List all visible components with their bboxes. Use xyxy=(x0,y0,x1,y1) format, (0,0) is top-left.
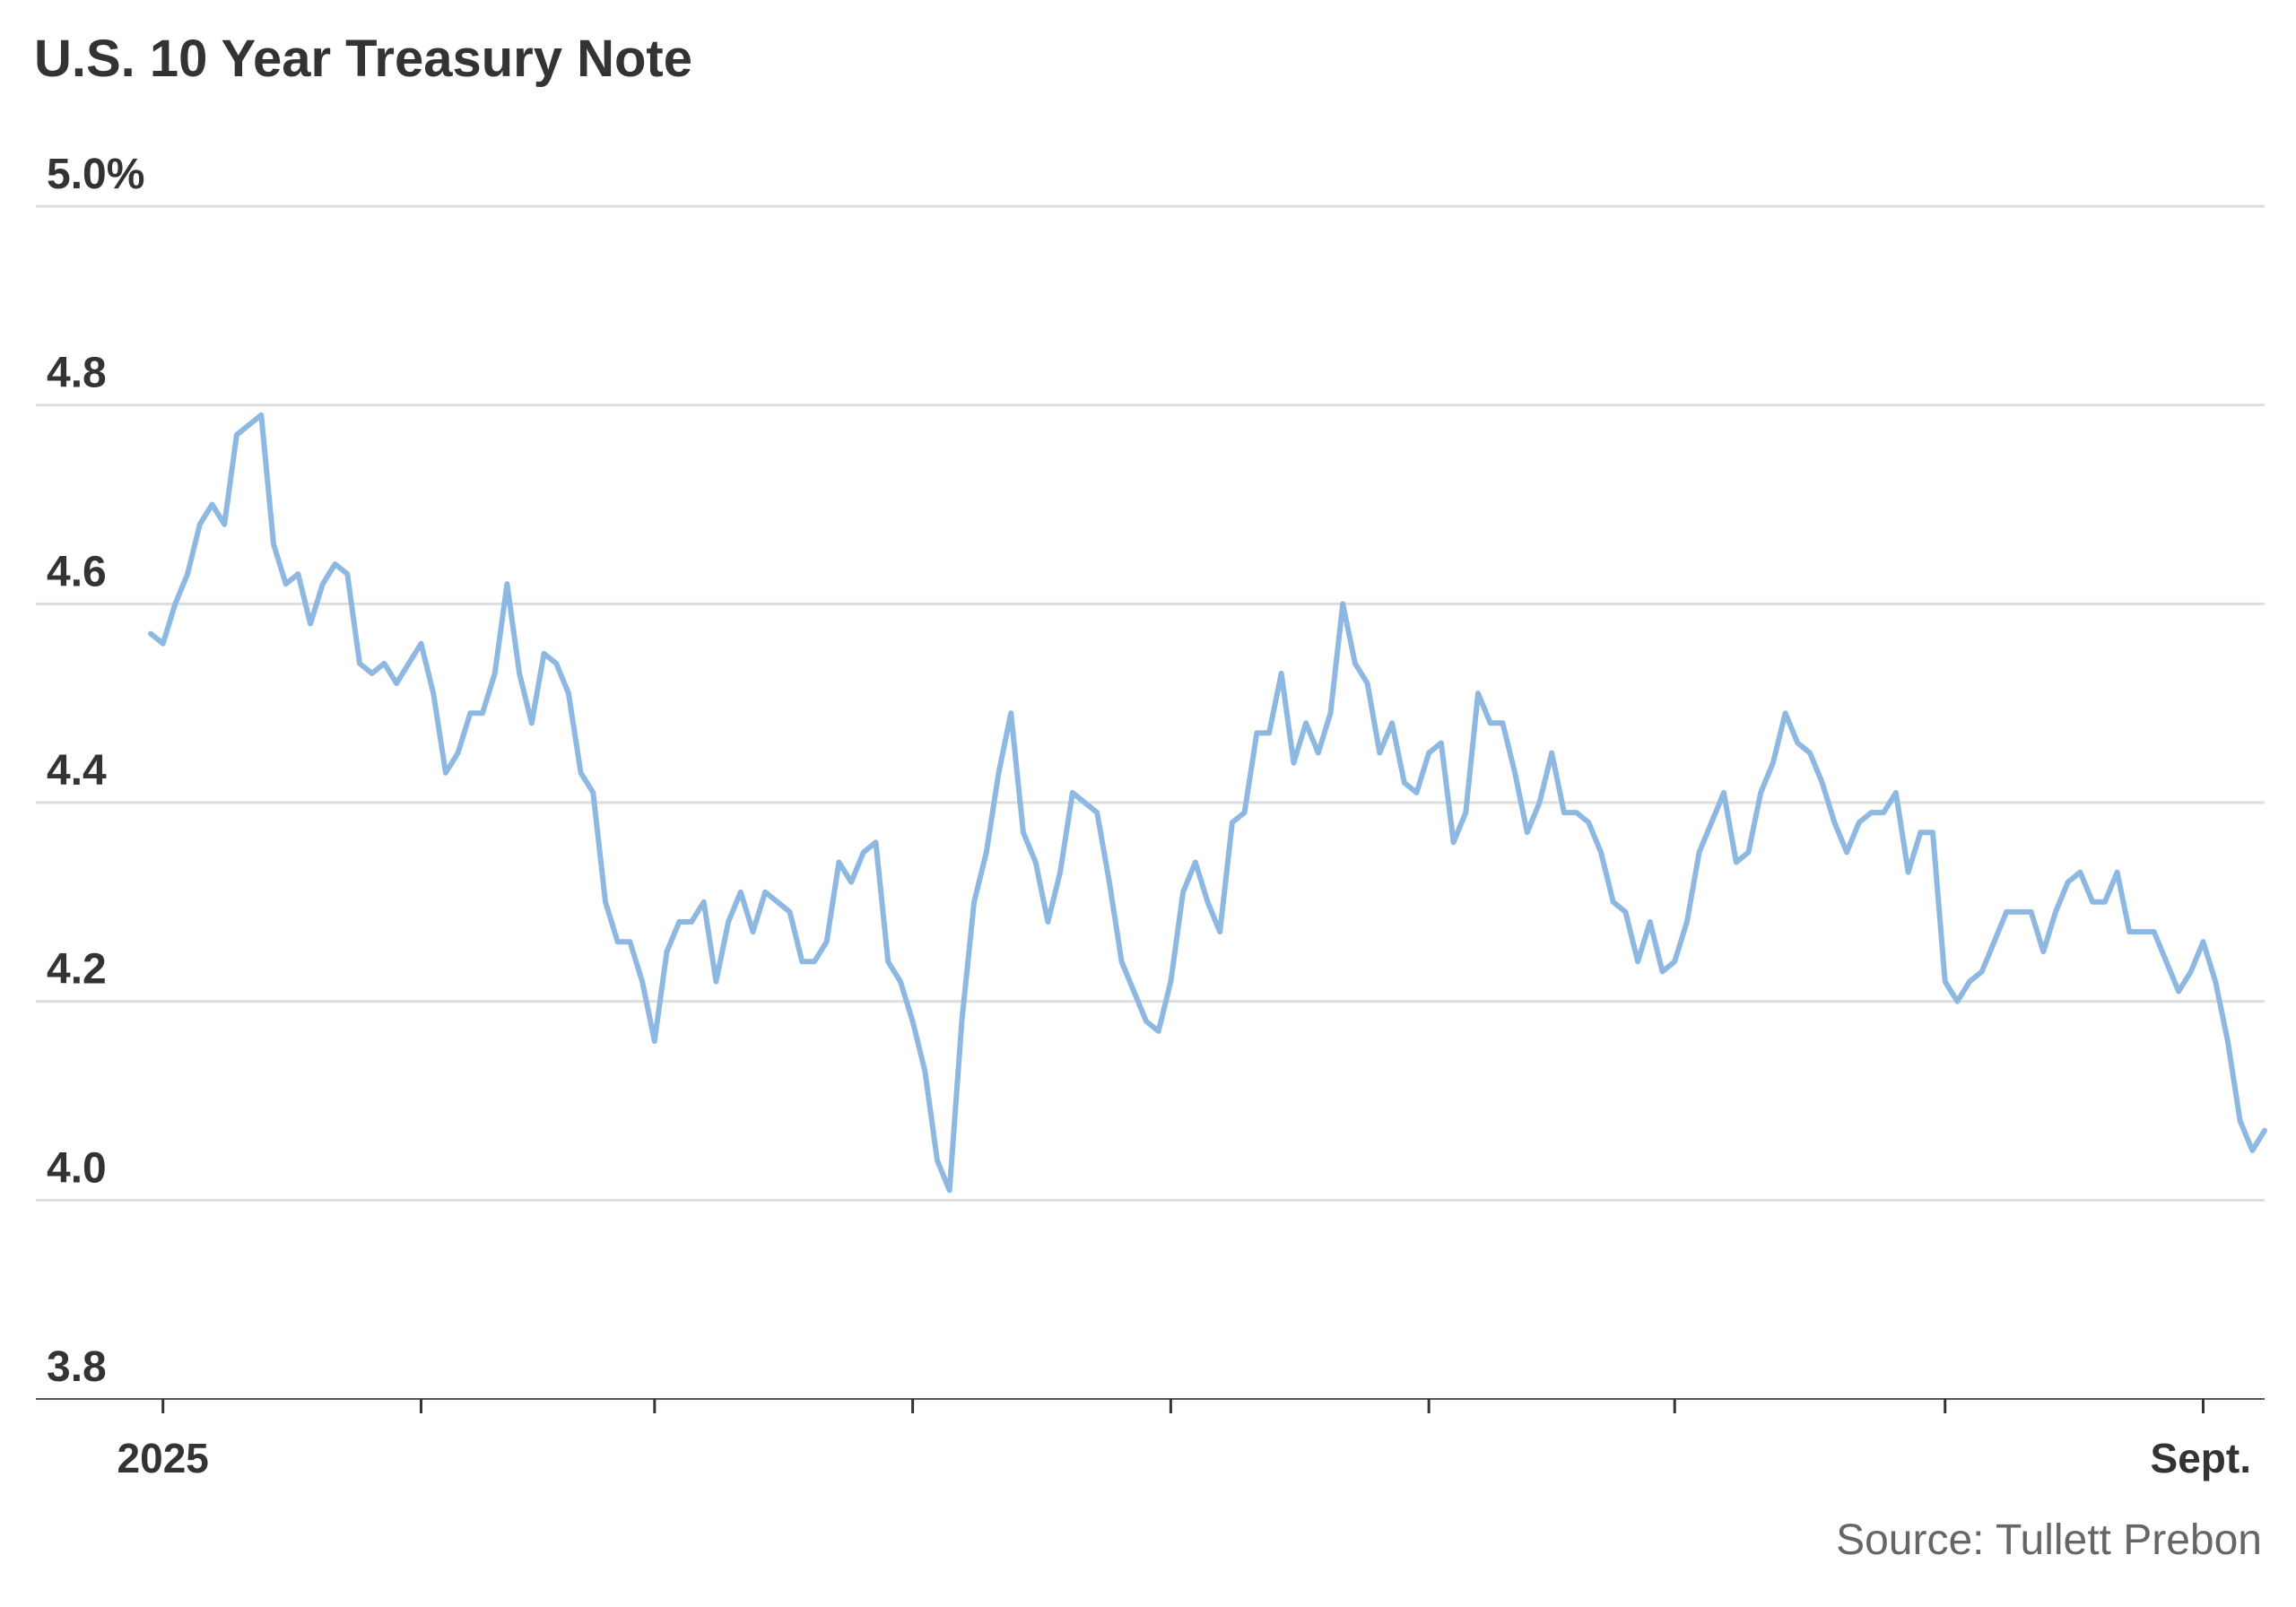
y-tick-label: 4.0 xyxy=(47,1144,107,1192)
y-tick-label: 4.6 xyxy=(47,548,107,595)
x-tick-label: Sept. xyxy=(2151,1435,2251,1481)
y-tick-label: 4.8 xyxy=(47,350,107,397)
y-tick-label: 5.0% xyxy=(47,151,144,198)
gridlines xyxy=(36,204,2265,1400)
y-tick-label: 3.8 xyxy=(47,1343,107,1391)
chart-title: U.S. 10 Year Treasury Note xyxy=(34,30,693,88)
y-tick-label: 4.2 xyxy=(47,946,107,994)
series-layer xyxy=(148,412,2267,1194)
series-line xyxy=(148,412,2267,1194)
x-tick-label: 2025 xyxy=(117,1435,209,1481)
x-axis xyxy=(161,1399,2205,1413)
source-note: Source: Tullett Prebon xyxy=(1836,1516,2262,1564)
y-tick-label: 4.4 xyxy=(47,747,107,795)
